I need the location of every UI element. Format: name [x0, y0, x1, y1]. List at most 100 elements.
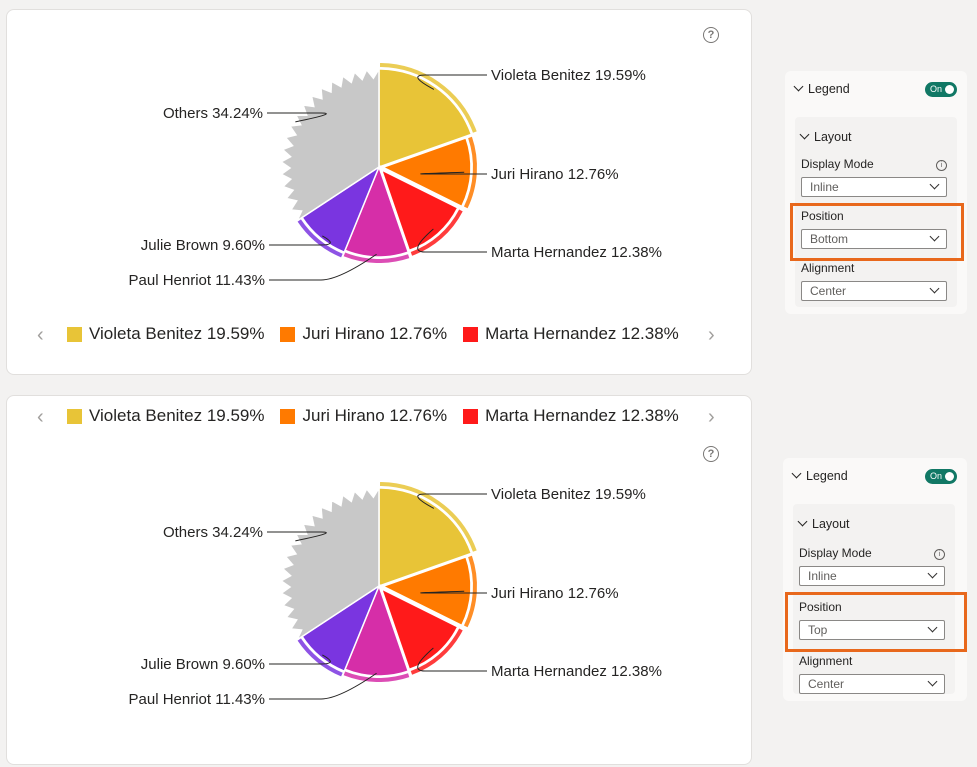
- legend-item-violeta[interactable]: Violeta Benitez 19.59%: [67, 324, 264, 344]
- display-mode-select[interactable]: Inline: [801, 177, 947, 197]
- position-label: Position: [801, 209, 844, 223]
- leader-line-julie-brown: [269, 654, 331, 665]
- legend-next-arrow[interactable]: ›: [708, 406, 715, 428]
- layout-section: Layout Display Mode i Inline Position Bo…: [795, 117, 957, 307]
- alignment-select[interactable]: Center: [801, 281, 947, 301]
- leader-line-paul-henriot: [269, 253, 377, 281]
- leader-line-paul-henriot: [269, 672, 377, 700]
- legend-toggle[interactable]: On: [925, 82, 957, 97]
- pie-slice-rim-julie-brown: [297, 638, 343, 677]
- leader-line-marta-hernandez: [417, 647, 487, 672]
- position-highlight-box: [785, 592, 967, 652]
- legend-toggle[interactable]: On: [925, 469, 957, 484]
- legend-section-header[interactable]: Legend: [793, 81, 850, 96]
- pie-slice-rim-marta-hernandez: [410, 628, 463, 675]
- pie-slice-juri-hirano[interactable]: [381, 136, 472, 208]
- pie-slice-marta-hernandez[interactable]: [380, 587, 459, 671]
- alignment-value: Center: [808, 677, 845, 691]
- chevron-down-icon: [799, 129, 810, 140]
- chevron-down-icon: [791, 468, 802, 479]
- leader-line-juri-hirano: [420, 590, 487, 594]
- legend-swatch: [463, 326, 479, 342]
- info-icon[interactable]: i: [934, 549, 945, 560]
- legend-label: Violeta Benitez 19.59%: [89, 324, 265, 343]
- chevron-down-icon: [797, 516, 808, 527]
- position-select[interactable]: Bottom: [801, 229, 947, 249]
- legend-label: Violeta Benitez 19.59%: [89, 406, 265, 425]
- toggle-label: On: [930, 471, 943, 481]
- data-label-paul-henriot: Paul Henriot 11.43%: [129, 691, 265, 708]
- toggle-label: On: [930, 84, 943, 94]
- legend-prev-arrow[interactable]: ‹: [37, 406, 44, 428]
- leader-line-violeta-benitez: [417, 493, 487, 509]
- info-icon[interactable]: i: [936, 160, 947, 171]
- format-panel-legend-bottom: Legend On Layout Display Mode i Inline P…: [785, 71, 967, 314]
- pie-slice-rim-julie-brown: [297, 219, 343, 258]
- data-label-violeta-benitez: Violeta Benitez 19.59%: [491, 486, 646, 503]
- legend-label: Marta Hernandez 12.38%: [485, 406, 679, 425]
- display-mode-select[interactable]: Inline: [799, 566, 945, 586]
- legend-top: ‹ Violeta Benitez 19.59% Juri Hirano 12.…: [7, 406, 751, 430]
- legend-item-marta[interactable]: Marta Hernandez 12.38%: [463, 406, 679, 426]
- alignment-label: Alignment: [799, 654, 853, 668]
- data-label-juri-hirano: Juri Hirano 12.76%: [491, 585, 619, 602]
- legend-item-juri[interactable]: Juri Hirano 12.76%: [280, 406, 447, 426]
- legend-next-arrow[interactable]: ›: [708, 324, 715, 346]
- legend-item-violeta[interactable]: Violeta Benitez 19.59%: [67, 406, 264, 426]
- layout-section-title: Layout: [814, 130, 852, 144]
- pie-slice-violeta-benitez[interactable]: [378, 487, 473, 588]
- toggle-knob: [945, 472, 954, 481]
- data-label-others: Others 34.24%: [163, 524, 263, 541]
- data-label-julie-brown: Julie Brown 9.60%: [141, 237, 265, 254]
- position-label: Position: [799, 600, 842, 614]
- data-label-marta-hernandez: Marta Hernandez 12.38%: [491, 244, 662, 261]
- data-label-marta-hernandez: Marta Hernandez 12.38%: [491, 663, 662, 680]
- alignment-value: Center: [810, 284, 847, 298]
- legend-section-header[interactable]: Legend: [791, 468, 848, 483]
- toggle-knob: [945, 85, 954, 94]
- legend-swatch: [67, 408, 82, 424]
- pie-slice-others[interactable]: [279, 66, 380, 223]
- layout-section-title: Layout: [812, 517, 850, 531]
- pie-slice-juri-hirano[interactable]: [381, 555, 472, 627]
- legend-item-marta[interactable]: Marta Hernandez 12.38%: [463, 324, 679, 344]
- pie-slice-marta-hernandez[interactable]: [380, 168, 459, 252]
- alignment-label: Alignment: [801, 261, 855, 275]
- legend-section-title: Legend: [806, 469, 848, 483]
- layout-section-header[interactable]: Layout: [797, 516, 850, 531]
- display-mode-label: Display Mode: [801, 157, 874, 171]
- data-label-violeta-benitez: Violeta Benitez 19.59%: [491, 67, 646, 84]
- position-value: Bottom: [810, 232, 849, 246]
- display-mode-label: Display Mode: [799, 546, 872, 560]
- pie-chart-card-legend-top: Violeta Benitez 19.59% Juri Hirano 12.76%…: [6, 395, 752, 765]
- position-value: Top: [808, 623, 828, 637]
- legend-swatch: [280, 326, 296, 342]
- pie-slice-rim-paul-henriot: [343, 671, 410, 682]
- position-select[interactable]: Top: [799, 620, 945, 640]
- position-highlight-box: [790, 203, 964, 261]
- leader-line-juri-hirano: [420, 171, 487, 175]
- chevron-down-icon: [793, 81, 804, 92]
- chevron-down-icon: [927, 568, 938, 579]
- display-mode-value: Inline: [810, 180, 839, 194]
- legend-label: Marta Hernandez 12.38%: [485, 324, 679, 343]
- pie-slice-paul-henriot[interactable]: [344, 583, 410, 677]
- legend-prev-arrow[interactable]: ‹: [37, 324, 44, 346]
- pie-slice-violeta-benitez[interactable]: [378, 68, 473, 169]
- display-mode-value: Inline: [808, 569, 837, 583]
- help-icon[interactable]: ?: [703, 27, 719, 43]
- pie-slice-rim-juri-hirano: [463, 555, 477, 628]
- pie-slice-paul-henriot[interactable]: [344, 164, 410, 258]
- pie-slice-rim-juri-hirano: [463, 136, 477, 209]
- alignment-select[interactable]: Center: [799, 674, 945, 694]
- pie-slice-others[interactable]: [279, 485, 380, 642]
- legend-item-juri[interactable]: Juri Hirano 12.76%: [280, 324, 447, 344]
- chevron-down-icon: [929, 283, 940, 294]
- legend-label: Juri Hirano 12.76%: [302, 324, 448, 343]
- help-icon[interactable]: ?: [703, 446, 719, 462]
- chevron-down-icon: [927, 676, 938, 687]
- layout-section-header[interactable]: Layout: [799, 129, 852, 144]
- pie-chart-bottom-legend: Violeta Benitez 19.59% Juri Hirano 12.76%…: [129, 63, 662, 289]
- data-label-others: Others 34.24%: [163, 105, 263, 122]
- pie-slice-rim-violeta-benitez: [379, 63, 477, 133]
